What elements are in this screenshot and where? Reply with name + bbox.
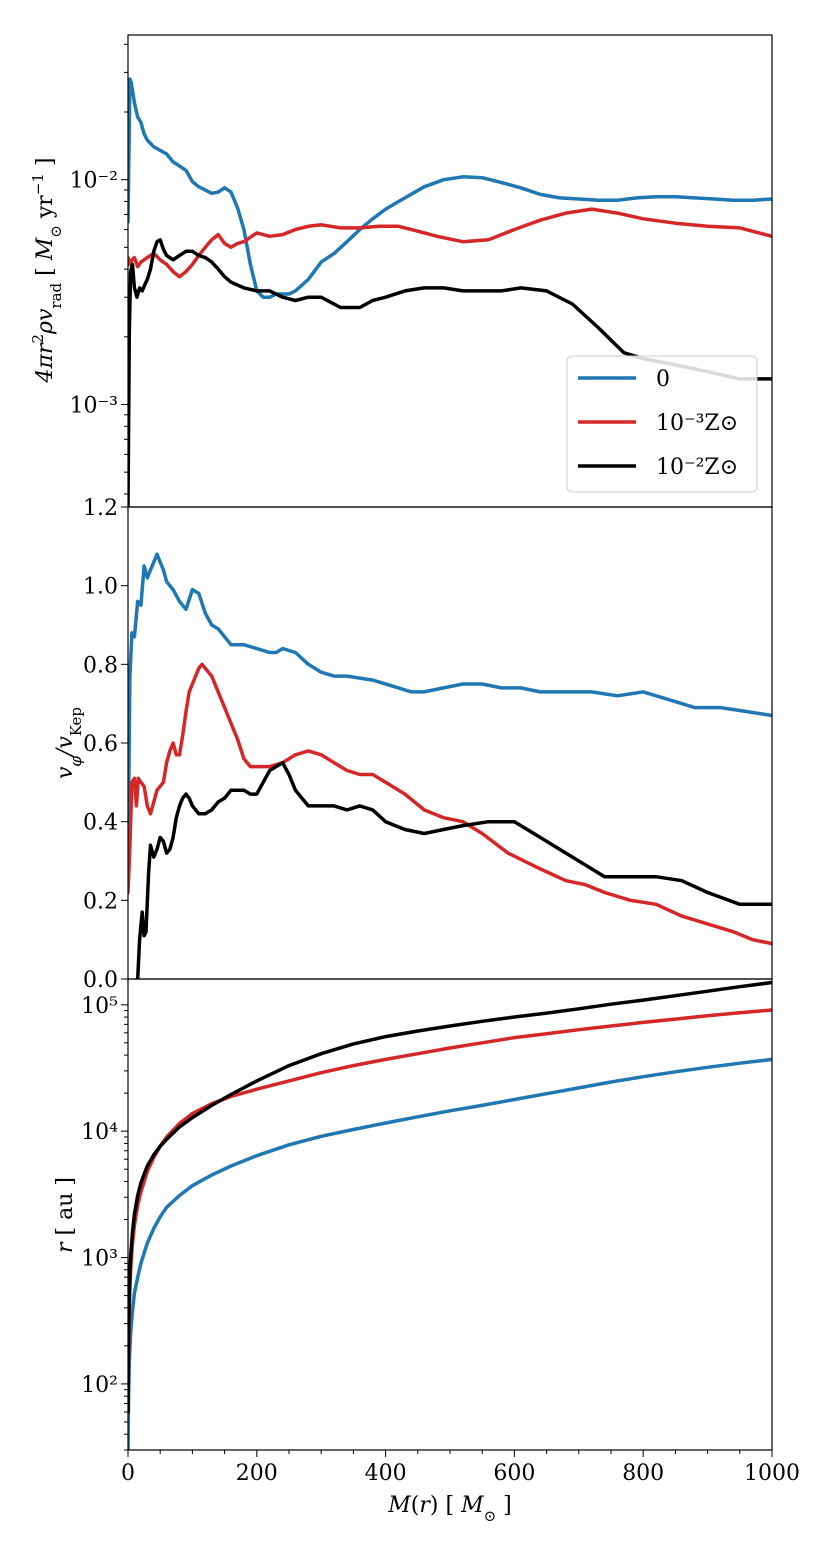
y-tick-label-1-5: 1.0 — [83, 575, 118, 600]
y-tick-label-2-1: 10³ — [81, 1247, 118, 1272]
y-tick-label-2-0: 10² — [81, 1373, 118, 1398]
legend-label-0: 0 — [656, 367, 670, 392]
x-tick-label-0: 0 — [121, 1461, 135, 1486]
legend-label-2: 10⁻²Z⊙ — [656, 455, 738, 480]
rotation-series — [128, 552, 772, 979]
x-tick-label-4: 800 — [622, 1461, 664, 1486]
radius-series — [128, 980, 772, 1450]
legend-label-1: 10⁻³Z⊙ — [656, 411, 738, 436]
radius-axes-frame — [127, 978, 773, 1451]
panel-rotation: 0.0 0.2 0.4 0.6 0.8 1.0 1.2 vφ/vKep — [53, 496, 773, 993]
series-line-1-2 — [135, 760, 772, 979]
legend: 0 10⁻³Z⊙ 10⁻²Z⊙ — [566, 355, 758, 493]
y-tick-label-1-6: 1.2 — [83, 496, 118, 521]
series-line-0-2 — [128, 238, 772, 507]
series-line-0-0 — [128, 77, 772, 299]
radius-ylabel: r [ au ] — [53, 1177, 78, 1253]
y-tick-label-1-0: 0.0 — [83, 968, 118, 993]
series-line-2-2 — [128, 980, 772, 1414]
series-line-1-0 — [128, 552, 772, 863]
series-line-0-1 — [128, 207, 772, 279]
x-tick-label-3: 600 — [493, 1461, 535, 1486]
panel-mass-flux: 10⁻² 10⁻³ 4πr2ρvrad [ M⊙ yr−1 ] 0 10⁻³Z⊙ … — [29, 34, 773, 508]
series-line-1-1 — [128, 662, 772, 946]
rotation-ylabel: vφ/vKep — [53, 707, 85, 779]
x-tick-label-2: 400 — [365, 1461, 407, 1486]
mass-flux-ylabel: 4πr2ρvrad [ M⊙ yr−1 ] — [29, 158, 65, 384]
y-tick-label-1-2: 0.4 — [83, 811, 118, 836]
y-tick-label-1-4: 0.8 — [83, 653, 118, 678]
y-tick-label-0-0: 10⁻² — [70, 169, 118, 194]
radius-y-ticks: 10² 10³ 10⁴ 10⁵ — [81, 994, 128, 1451]
xlabel: M(r) [ M⊙ ] — [387, 1493, 512, 1525]
mass-flux-y-ticks: 10⁻² 10⁻³ — [70, 43, 128, 495]
radius-x-ticks: 0 200 400 600 800 1000 — [121, 1450, 800, 1486]
legend-box — [566, 355, 758, 493]
x-tick-label-1: 200 — [236, 1461, 278, 1486]
mass-flux-series — [128, 77, 772, 507]
series-line-2-0 — [128, 1057, 772, 1450]
y-tick-label-2-3: 10⁵ — [81, 994, 118, 1019]
y-tick-label-0-1: 10⁻³ — [70, 393, 118, 418]
y-tick-label-1-3: 0.6 — [83, 732, 118, 757]
rotation-y-ticks: 0.0 0.2 0.4 0.6 0.8 1.0 1.2 — [83, 496, 128, 993]
y-tick-label-1-1: 0.2 — [83, 889, 118, 914]
x-tick-label-5: 1000 — [744, 1461, 800, 1486]
y-tick-label-2-2: 10⁴ — [81, 1120, 118, 1145]
rotation-axes-frame — [127, 506, 773, 980]
